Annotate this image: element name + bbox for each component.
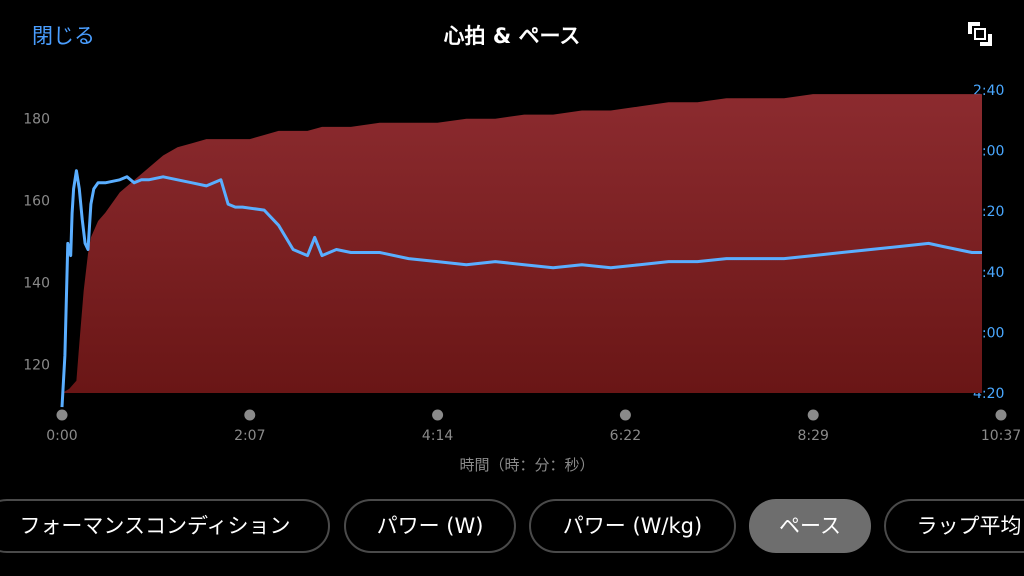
tab-3[interactable]: ペース	[749, 499, 871, 553]
heart-rate-area	[62, 94, 982, 393]
left-tick-label: 160	[23, 194, 50, 210]
tab-4[interactable]: ラップ平均	[884, 499, 1024, 553]
tab-2[interactable]: パワー (W/kg)	[529, 499, 736, 553]
x-axis-title: 時間（時：分：秒）	[459, 456, 594, 474]
x-tick-label: 10:37	[981, 428, 1021, 444]
x-tick-label: 4:14	[422, 428, 454, 444]
tab-1[interactable]: パワー (W)	[344, 499, 516, 553]
left-tick-label: 140	[23, 275, 50, 291]
left-tick-label: 120	[23, 357, 50, 373]
top-bar: 閉じる 心拍 & ペース	[0, 0, 1024, 70]
plot-area	[60, 94, 982, 408]
x-tick-label: 6:22	[610, 428, 641, 444]
x-tick-dot	[807, 409, 819, 421]
left-tick-label: 180	[23, 112, 50, 128]
x-tick-dot	[995, 409, 1007, 421]
x-tick-label: 2:07	[234, 428, 265, 444]
x-axis: 0:00 2:07 4:14 6:22 8:29 10:37	[46, 409, 1021, 444]
metric-tabs: フォーマンスコンディション パワー (W) パワー (W/kg) ペース ラップ平均	[0, 499, 1024, 555]
x-tick-dot	[244, 409, 256, 421]
x-tick-label: 0:00	[46, 428, 77, 444]
pace-line	[60, 169, 982, 408]
tab-0[interactable]: フォーマンスコンディション	[0, 499, 330, 553]
expand-icon[interactable]	[966, 20, 994, 48]
x-tick-label: 8:29	[797, 428, 828, 444]
x-tick-dot	[56, 409, 68, 421]
left-axis: 120 140 160 180	[23, 112, 50, 374]
close-button[interactable]: 閉じる	[32, 24, 95, 48]
page-title: 心拍 & ペース	[443, 24, 581, 48]
x-tick-dot	[432, 409, 444, 421]
x-tick-dot	[619, 409, 631, 421]
